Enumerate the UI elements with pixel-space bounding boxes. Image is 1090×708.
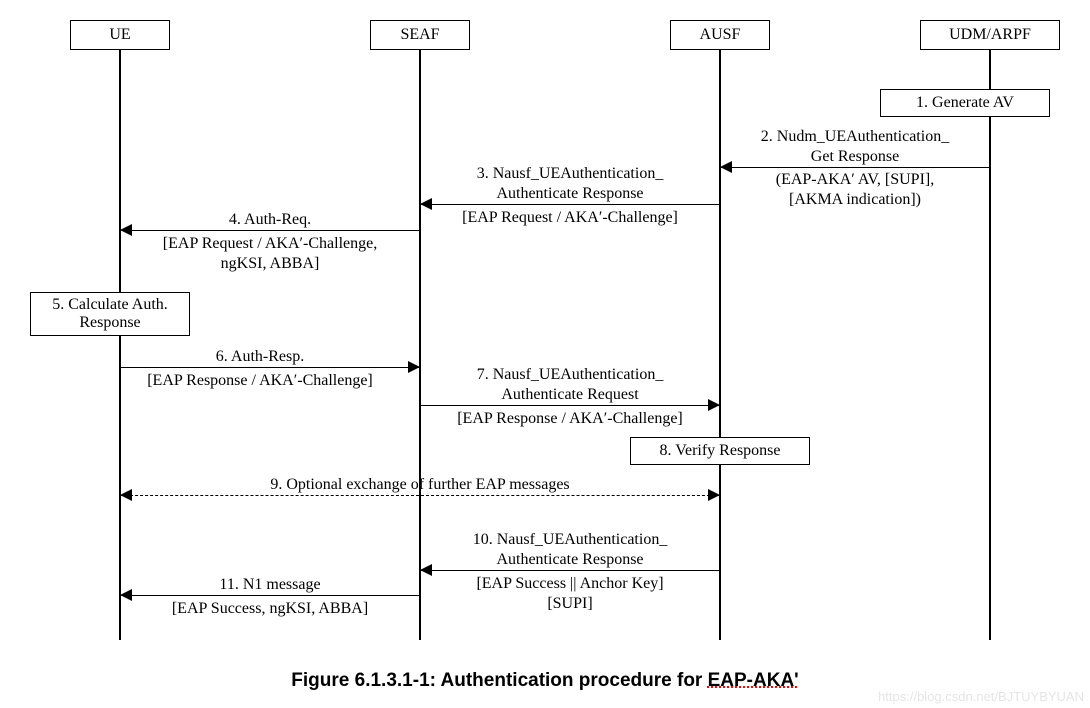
note-verify-response: 8. Verify Response (630, 437, 810, 465)
actor-ausf-label: AUSF (700, 26, 741, 44)
actor-ue-label: UE (109, 26, 130, 44)
msg3-label-above: 3. Nausf_UEAuthentication_ Authenticate … (430, 164, 710, 204)
lifeline-ausf (719, 50, 721, 640)
note-calc-auth-resp: 5. Calculate Auth. Response (30, 292, 190, 336)
actor-ue: UE (70, 20, 170, 50)
actor-udm-label: UDM/ARPF (949, 26, 1031, 44)
msg6-label-above: 6. Auth-Resp. (130, 347, 390, 367)
msg6-arrow (408, 361, 420, 373)
msg2-label-below: (EAP-AKA′ AV, [SUPI], [AKMA indication]) (730, 170, 980, 210)
msg4-label-below: [EAP Request / AKA′-Challenge, ngKSI, AB… (130, 234, 410, 274)
msg9-arrow-left (120, 489, 132, 501)
note-calc-auth-resp-text: 5. Calculate Auth. Response (52, 296, 168, 332)
msg11-label-above: 11. N1 message (130, 575, 410, 595)
msg2-label-above: 2. Nudm_UEAuthentication_ Get Response (730, 127, 980, 167)
note-generate-av-text: 1. Generate AV (916, 94, 1014, 112)
actor-udm: UDM/ARPF (920, 20, 1060, 50)
msg9-label-above: 9. Optional exchange of further EAP mess… (170, 475, 670, 495)
msg10-label-below: [EAP Success || Anchor Key] [SUPI] (430, 574, 710, 614)
msg11-label-below: [EAP Success, ngKSI, ABBA] (130, 599, 410, 619)
msg4-label-above: 4. Auth-Req. (130, 210, 410, 230)
msg10-label-above: 10. Nausf_UEAuthentication_ Authenticate… (430, 530, 710, 570)
lifeline-ue (119, 50, 121, 640)
msg7-label-below: [EAP Response / AKA′-Challenge] (430, 409, 710, 429)
msg7-label-above: 7. Nausf_UEAuthentication_ Authenticate … (430, 365, 710, 405)
actor-seaf: SEAF (370, 20, 470, 50)
msg2-line (720, 167, 990, 168)
actor-seaf-label: SEAF (400, 26, 439, 44)
msg6-label-below: [EAP Response / AKA′-Challenge] (120, 371, 400, 391)
lifeline-seaf (419, 50, 421, 640)
actor-ausf: AUSF (670, 20, 770, 50)
caption-prefix: Figure 6.1.3.1-1: Authentication procedu… (291, 670, 707, 691)
msg11-line (120, 595, 420, 596)
sequence-diagram: UE SEAF AUSF UDM/ARPF 1. Generate AV 5. … (0, 0, 1090, 708)
msg10-line (420, 570, 720, 571)
msg9-arrow-right (708, 489, 720, 501)
watermark: https://blog.csdn.net/BJTUYBYUAN (878, 689, 1084, 704)
msg7-line (420, 405, 720, 406)
msg4-line (120, 230, 420, 231)
lifeline-udm (989, 50, 991, 640)
caption-eap: EAP-AKA' (708, 670, 799, 691)
msg3-line (420, 204, 720, 205)
msg3-label-below: [EAP Request / AKA′-Challenge] (430, 208, 710, 228)
note-generate-av: 1. Generate AV (880, 89, 1050, 117)
msg6-line (120, 367, 420, 368)
msg9-line (120, 495, 720, 496)
note-verify-response-text: 8. Verify Response (659, 442, 780, 460)
